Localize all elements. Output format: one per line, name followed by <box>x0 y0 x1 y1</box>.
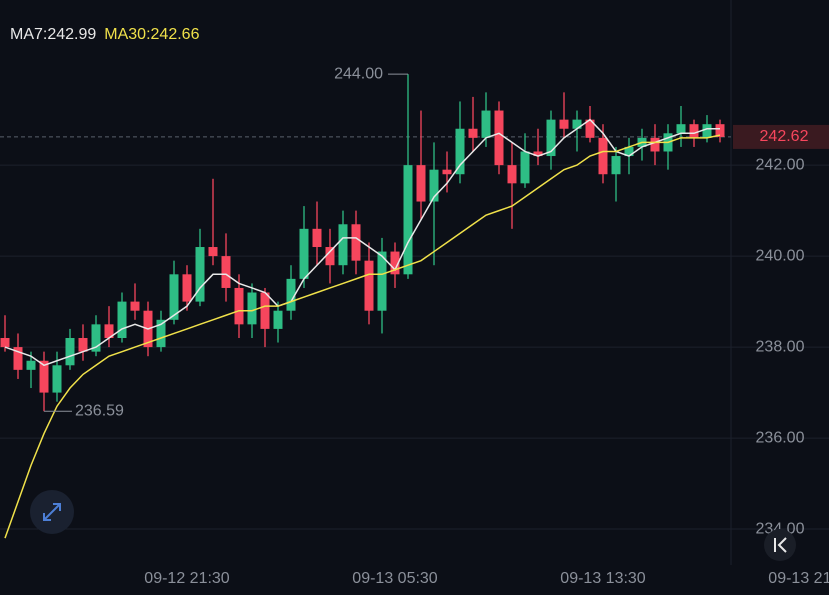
candle-body <box>26 360 36 370</box>
candle-body <box>169 274 179 320</box>
x-tick-label: 09-12 21:30 <box>144 570 230 587</box>
candle-body <box>221 256 231 288</box>
candle-body <box>234 287 244 325</box>
candle-body <box>273 310 283 329</box>
candle-body <box>377 251 387 311</box>
candle-body <box>507 165 517 184</box>
x-tick-label: 09-13 13:30 <box>560 570 646 587</box>
last-price-label: 242.62 <box>760 128 809 145</box>
y-tick-label: 238.00 <box>756 338 805 355</box>
candle-body <box>0 337 10 348</box>
candle-body <box>130 301 140 311</box>
annotation-label: 244.00 <box>334 65 383 82</box>
x-tick-label: 09-13 05:30 <box>352 570 438 587</box>
last-price-box <box>733 124 829 149</box>
candle-body <box>299 228 309 279</box>
candle-body <box>65 337 75 366</box>
annotation-label: 236.59 <box>75 402 124 419</box>
candle-body <box>338 224 348 266</box>
candle-body <box>390 251 400 275</box>
y-tick-label: 242.00 <box>756 156 805 173</box>
legend-entry: MA7:242.99 <box>10 26 96 43</box>
candle-body <box>52 365 62 393</box>
candle-body <box>598 137 608 175</box>
candle-body <box>585 119 595 138</box>
candle-body <box>624 146 634 157</box>
candle-body <box>351 224 361 261</box>
candle-body <box>286 278 296 311</box>
candle-body <box>494 110 504 166</box>
y-tick-label: 234.00 <box>756 520 805 537</box>
candle-body <box>104 324 114 338</box>
candle-body <box>481 110 491 138</box>
ma-line <box>4 134 721 539</box>
candle-body <box>533 151 543 157</box>
candle-body <box>572 119 582 129</box>
candle-body <box>429 169 439 202</box>
candle-body <box>611 156 621 175</box>
candle-body <box>247 292 257 325</box>
scroll-latest-button[interactable] <box>764 529 796 561</box>
candle-body <box>13 347 23 370</box>
candle-body <box>455 128 465 175</box>
candle-body <box>416 165 426 202</box>
candle-body <box>117 301 127 338</box>
candle-body <box>182 274 192 302</box>
ma-line <box>4 118 720 367</box>
candle-body <box>39 360 49 393</box>
candle-body <box>468 128 478 138</box>
candle-body <box>312 228 322 248</box>
candle-body <box>156 319 166 348</box>
candle-body <box>546 119 556 157</box>
candle-body <box>195 247 205 302</box>
candle-body <box>325 247 335 266</box>
candle-body <box>403 165 413 275</box>
scroll-icon <box>774 537 787 553</box>
candle-body <box>650 137 660 152</box>
candle-body <box>208 247 218 257</box>
candle-body <box>91 324 101 352</box>
expand-icon <box>43 503 61 521</box>
candle-body <box>676 124 686 134</box>
legend-entry: MA30:242.66 <box>104 26 199 43</box>
expand-button[interactable] <box>30 490 74 534</box>
candle-body <box>702 124 712 138</box>
candle-body <box>260 292 270 329</box>
candle-body <box>78 337 88 352</box>
y-tick-label: 240.00 <box>756 247 805 264</box>
x-tick-label: 09-13 21:30 <box>768 570 829 587</box>
y-tick-label: 236.00 <box>756 429 805 446</box>
candle-body <box>364 260 374 311</box>
candle-body <box>559 119 569 129</box>
candle-body <box>520 151 530 184</box>
candle-body <box>442 169 452 175</box>
candle-body <box>715 124 725 137</box>
candle-body <box>689 124 699 138</box>
